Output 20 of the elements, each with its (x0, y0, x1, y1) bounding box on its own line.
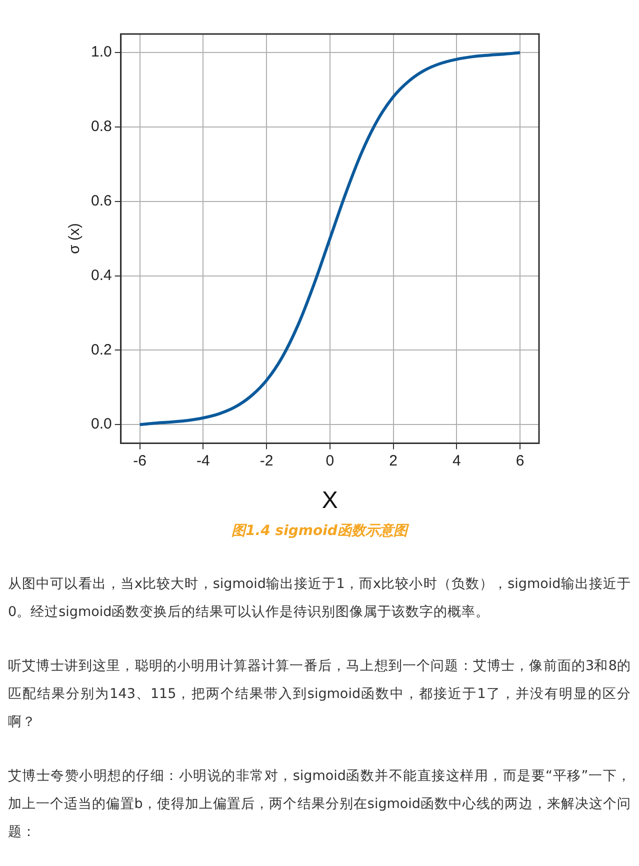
y-tick-label: 0.2 (90, 341, 112, 358)
x-tick-label: -6 (133, 452, 147, 470)
x-tick-label: 2 (389, 452, 398, 470)
x-tick-label: 4 (452, 452, 461, 470)
text: 听艾博士讲到这里，聪明的小明用计算器计算一番后，马上想到一个问题：艾博士，像前面的3和8的匹配结果分别为143、115，把两个结果带入到sigmoid函数中，都接近于1了，并没有明显的区分啊？ (8, 657, 631, 732)
text: 从图中可以看出，当x比较大时，sigmoid输出接近于1，而x比较小时（负数），sigmoid输出接近于0。经过sigmoid函数变换后的结果可以认作是待识别图像属于该数字的概率。 (8, 575, 631, 622)
x-tick-label: -2 (260, 452, 274, 470)
y-tick-label: 0.4 (90, 266, 112, 284)
x-tick-label: 0 (326, 452, 334, 470)
y-axis-title: σ (x) (66, 223, 84, 254)
y-tick-label: 1.0 (90, 44, 112, 61)
x-axis-title: X (322, 487, 338, 514)
y-tick-label: 0.8 (90, 118, 112, 136)
text: 艾博士夸赞小明想的仔细：小明说的非常对，sigmoid函数并不能直接这样用，而是要“平移”一下，加上一个适当的偏置b，使得加上偏置后，两个结果分别在sigmoid函数中心线的两边，来解决这个问题： (8, 767, 631, 842)
line-series (138, 51, 522, 426)
text: 图1.4 sigmoid函数示意图 (230, 522, 410, 540)
x-tick-label: -4 (196, 452, 210, 470)
x-tick-label: 6 (516, 452, 524, 470)
y-tick-label: 0.6 (90, 192, 112, 210)
y-tick-label: 0.0 (90, 416, 112, 433)
